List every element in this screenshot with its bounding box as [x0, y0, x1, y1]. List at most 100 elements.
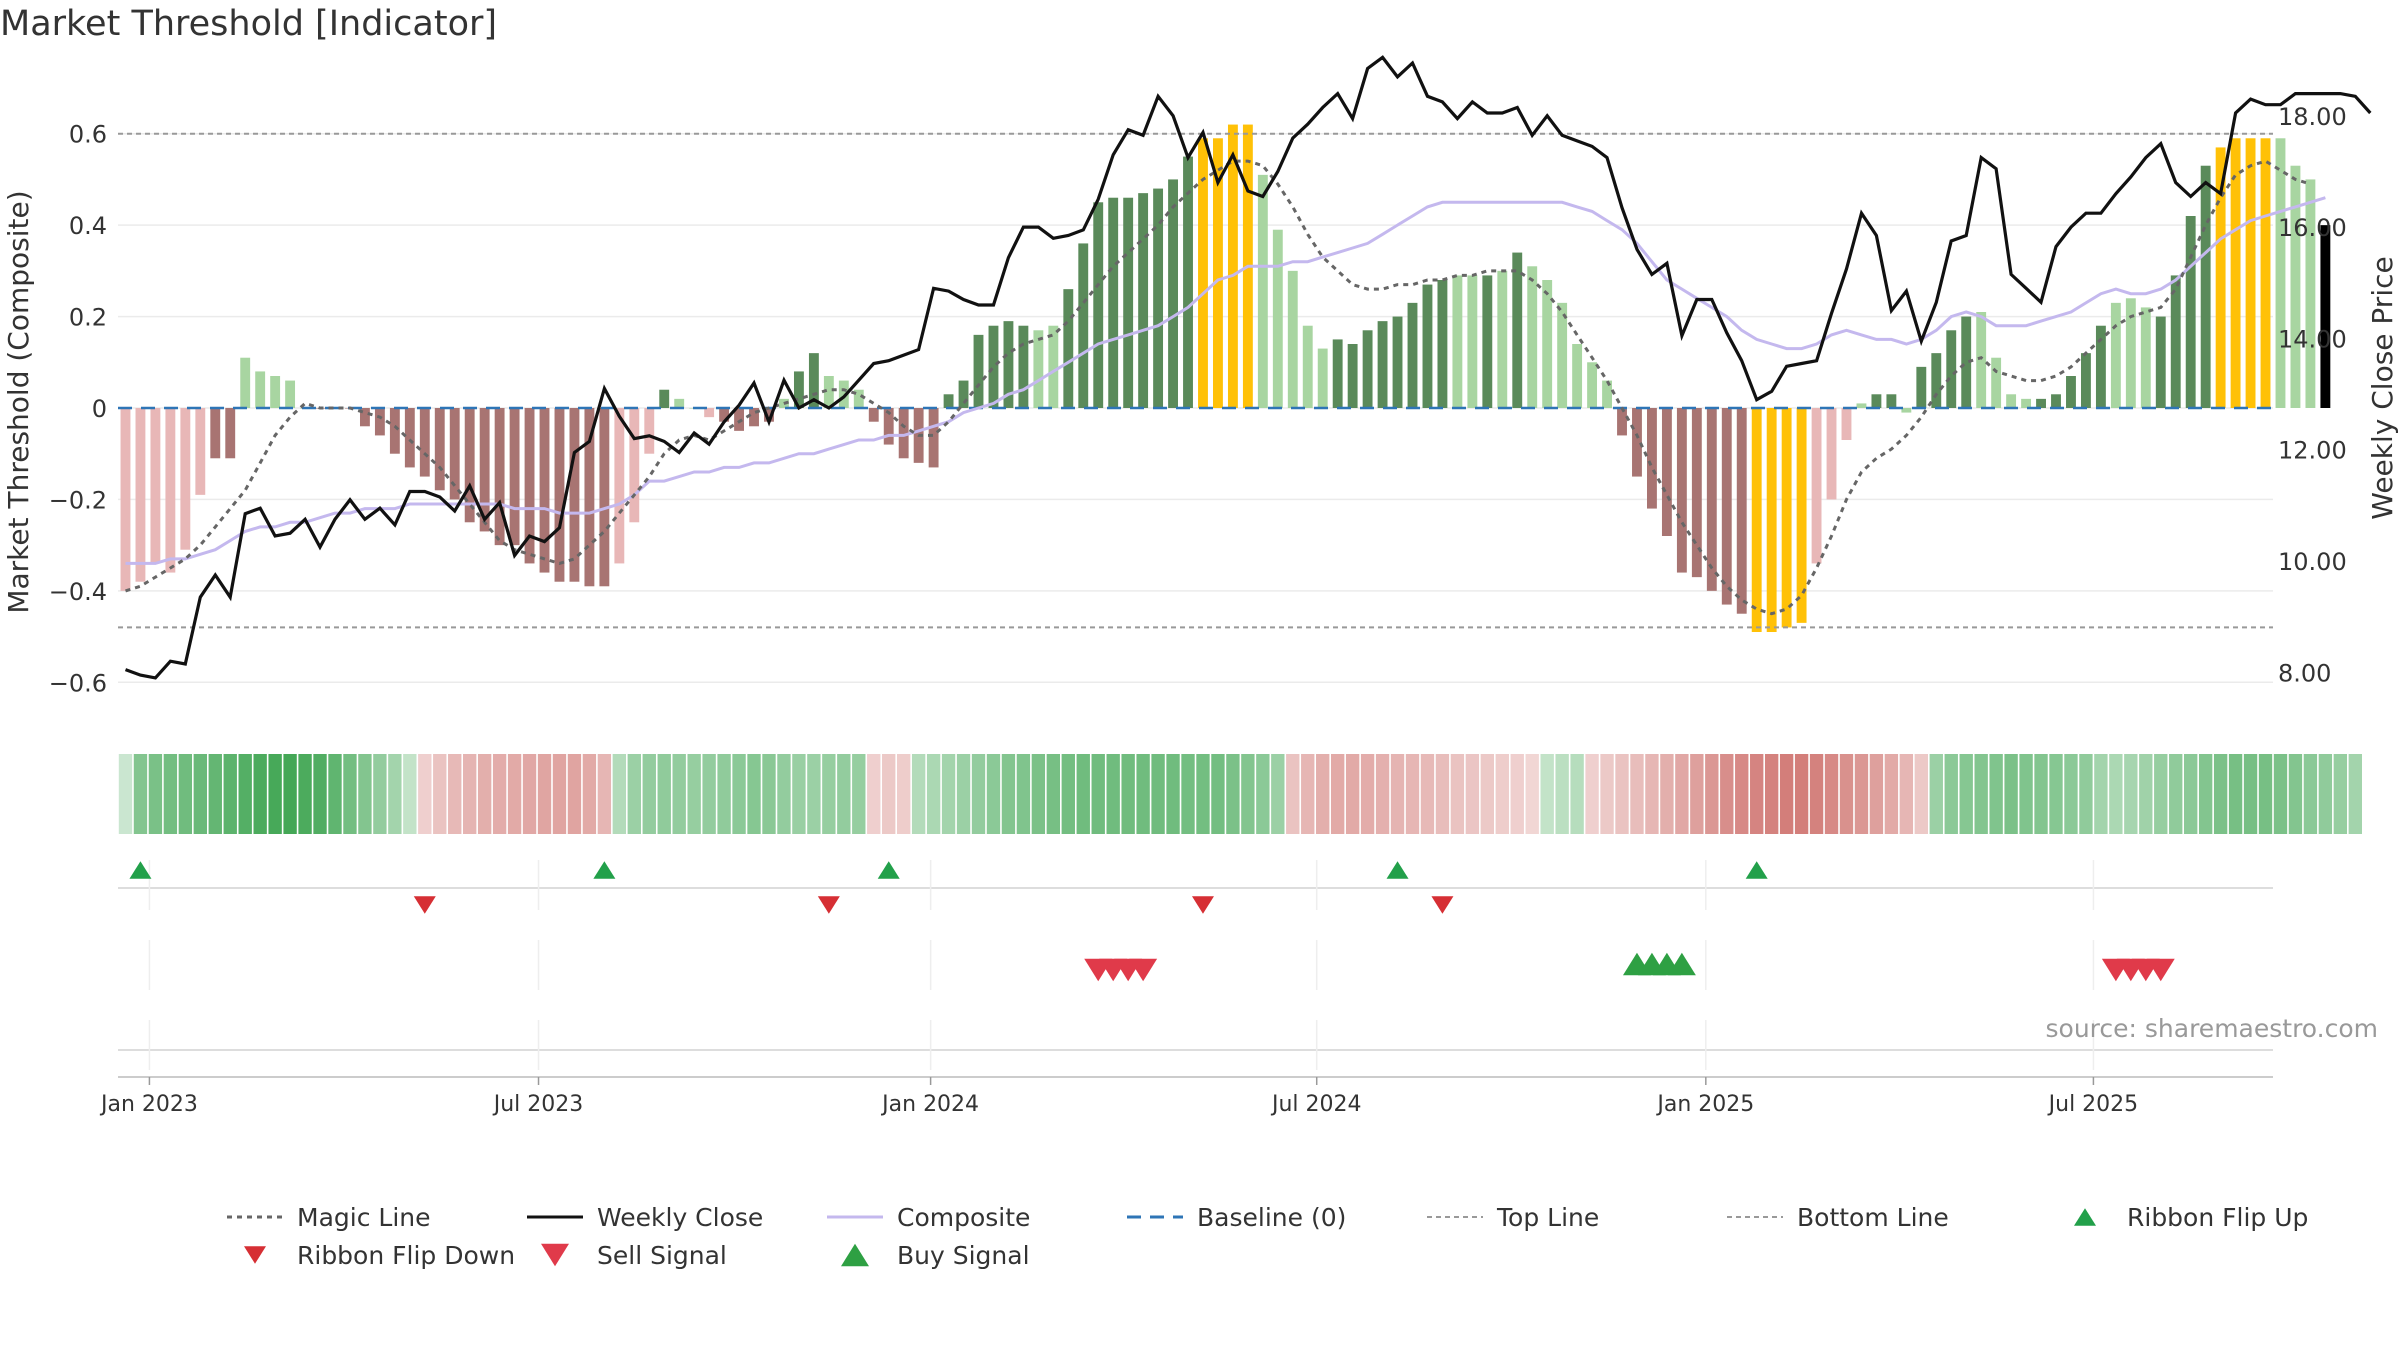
composite-bar	[1302, 325, 1313, 408]
ribbon-cell	[747, 754, 761, 834]
composite-bar	[434, 408, 445, 491]
composite-bar	[1452, 275, 1463, 408]
x-tick-label: Jul 2024	[1270, 1092, 1362, 1117]
ribbon-cell	[2019, 754, 2033, 834]
y-axis-title: Market Threshold (Composite)	[2, 190, 35, 613]
composite-bar	[1781, 408, 1792, 628]
ribbon-cell	[2333, 754, 2348, 834]
composite-bar	[1721, 408, 1732, 605]
composite-bars	[120, 124, 2331, 632]
ribbon-cell	[1435, 754, 1450, 834]
composite-bar	[2140, 307, 2151, 408]
signals	[118, 860, 2273, 1070]
ribbon-cell	[1016, 754, 1031, 834]
composite-bar	[2036, 398, 2046, 408]
composite-bar	[719, 408, 730, 422]
composite-bar	[494, 408, 505, 546]
composite-bar	[449, 408, 460, 500]
weekly-close-line	[124, 55, 2372, 680]
ribbon-cell	[1929, 754, 1943, 834]
composite-bar	[120, 408, 131, 591]
composite-bar	[764, 408, 774, 422]
composite-bar	[868, 408, 879, 422]
composite-bar	[1482, 275, 1493, 408]
composite-bar	[404, 408, 415, 468]
ribbon-cell	[1854, 754, 1869, 834]
composite-bar	[1078, 243, 1089, 408]
composite-bar	[1751, 408, 1762, 632]
ribbon-cell	[687, 754, 701, 834]
composite-bar	[1871, 394, 1882, 408]
ribbon-cell	[2258, 754, 2273, 834]
composite-bar	[1901, 408, 1912, 413]
composite-bar	[928, 408, 939, 468]
ribbon-cell	[1779, 754, 1794, 834]
composite-bar	[1153, 188, 1164, 408]
composite-bar	[1647, 408, 1657, 509]
ribbon-cell	[1256, 754, 1270, 834]
ribbon-cell	[253, 754, 267, 834]
composite-bar	[2185, 216, 2196, 408]
ribbon-cell	[433, 754, 447, 834]
ribbon-cell	[911, 754, 926, 834]
ribbon-cell	[1241, 754, 1255, 834]
composite-bar	[1183, 156, 1193, 408]
legend-label: Ribbon Flip Down	[297, 1240, 516, 1270]
composite-bar	[2275, 138, 2286, 409]
composite-bar	[838, 380, 849, 408]
legend-item-sell: Sell Signal	[525, 1240, 727, 1270]
x-axis: Jan 2023 Jul 2023 Jan 2024 Jul 2024 Jan 2025…	[99, 1076, 2273, 1117]
composite-bar	[225, 408, 236, 459]
legend-label: Composite	[897, 1202, 1031, 1232]
composite-bar	[584, 408, 595, 587]
ribbon-cell	[1809, 754, 1824, 834]
legend-symbol	[525, 1240, 585, 1270]
composite-bar	[1811, 408, 1822, 564]
composite-bar	[255, 371, 266, 408]
ribbon-cell	[2273, 754, 2288, 834]
composite-bar	[2125, 298, 2136, 408]
ribbon-cell	[1944, 754, 1958, 834]
flipdown-legend-symbol	[244, 1246, 266, 1264]
ribbon-cell	[2243, 754, 2258, 834]
ribbon-cell	[223, 754, 237, 834]
composite-bar	[2051, 394, 2061, 408]
legend-label: Ribbon Flip Up	[2127, 1202, 2309, 1232]
ribbon-cell	[1660, 754, 1674, 834]
ribbon-cell	[1690, 754, 1704, 834]
ribbon-cell	[1750, 754, 1764, 834]
composite-bar	[973, 334, 984, 408]
ribbon-cell	[178, 754, 193, 834]
ribbon-cell	[193, 754, 207, 834]
ribbon-flip-up-marker	[593, 861, 616, 879]
ribbon-flip-up-marker	[1745, 861, 1768, 879]
composite-bar	[2170, 275, 2181, 408]
composite-bar	[883, 408, 894, 445]
ribbon-cell	[1151, 754, 1165, 834]
ribbon-cell	[358, 754, 372, 834]
y2-tick-label: 10.00	[2278, 548, 2347, 576]
composite-bar	[1377, 321, 1388, 408]
chart-title: Market Threshold [Indicator]	[0, 4, 498, 44]
composite-bar	[1213, 138, 1223, 409]
ribbon-cell	[2198, 754, 2213, 834]
ribbon-cell	[807, 754, 821, 834]
composite-bar	[614, 408, 625, 564]
ribbon-cell	[2184, 754, 2198, 834]
composite-bar	[2080, 353, 2091, 408]
composite-bar	[1557, 302, 1568, 408]
ribbon-cell	[777, 754, 791, 834]
ribbon-cell	[867, 754, 881, 834]
ribbon-cell	[463, 754, 477, 834]
composite-bar	[2290, 165, 2301, 408]
composite-bar	[1632, 408, 1642, 477]
composite-bar	[569, 408, 580, 582]
ribbon-cell	[2094, 754, 2108, 834]
composite-bar	[270, 376, 281, 408]
ribbon-cell	[1390, 754, 1405, 834]
ribbon-cell	[283, 754, 297, 834]
composite-bar	[1602, 380, 1612, 408]
ribbon-cell	[1106, 754, 1120, 834]
buy-signal-marker	[1667, 952, 1696, 976]
